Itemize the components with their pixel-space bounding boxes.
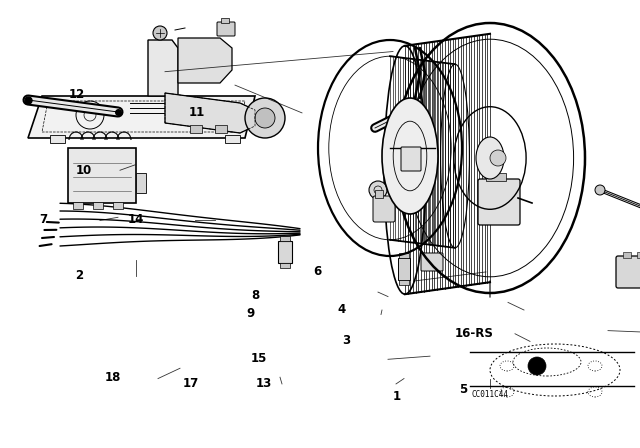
FancyBboxPatch shape — [421, 253, 443, 271]
Text: 2: 2 — [76, 269, 84, 282]
FancyBboxPatch shape — [68, 148, 136, 203]
Text: 16-RS: 16-RS — [454, 327, 493, 340]
Polygon shape — [178, 38, 232, 83]
Polygon shape — [165, 93, 255, 133]
Bar — [399, 280, 409, 285]
Bar — [637, 252, 640, 258]
Bar — [398, 258, 410, 280]
Bar — [215, 125, 227, 133]
Text: 14: 14 — [128, 213, 145, 226]
Circle shape — [369, 181, 387, 199]
Text: 9: 9 — [246, 307, 255, 320]
Text: 18: 18 — [104, 371, 121, 384]
Text: 1: 1 — [393, 390, 401, 403]
Bar — [73, 202, 83, 209]
Circle shape — [255, 108, 275, 128]
Text: 6: 6 — [314, 264, 322, 278]
Polygon shape — [148, 40, 178, 96]
Text: 5: 5 — [460, 383, 468, 396]
Polygon shape — [28, 96, 255, 138]
Bar — [50, 135, 65, 143]
Text: 3: 3 — [342, 334, 351, 347]
Ellipse shape — [382, 98, 438, 214]
Text: 7: 7 — [40, 213, 48, 226]
Bar — [280, 263, 290, 268]
Text: 8: 8 — [251, 289, 259, 302]
Text: 17: 17 — [183, 376, 199, 390]
Text: 4: 4 — [338, 302, 346, 316]
Bar — [190, 125, 202, 133]
Ellipse shape — [476, 137, 504, 179]
FancyBboxPatch shape — [373, 196, 395, 222]
Bar — [375, 190, 383, 198]
FancyBboxPatch shape — [478, 179, 520, 225]
Text: 11: 11 — [189, 106, 205, 120]
Bar — [93, 202, 103, 209]
Bar — [221, 18, 229, 23]
Text: 12: 12 — [69, 87, 85, 101]
Circle shape — [528, 357, 546, 375]
FancyBboxPatch shape — [217, 22, 235, 36]
Text: 15: 15 — [251, 352, 268, 365]
FancyBboxPatch shape — [616, 256, 640, 288]
Bar — [278, 241, 292, 263]
Circle shape — [245, 98, 285, 138]
Bar — [280, 236, 290, 241]
Text: 10: 10 — [76, 164, 92, 177]
Text: 13: 13 — [256, 376, 272, 390]
Bar — [399, 253, 409, 258]
Bar — [486, 173, 506, 181]
Circle shape — [490, 150, 506, 166]
Bar — [623, 252, 631, 258]
Bar — [225, 135, 240, 143]
Circle shape — [595, 185, 605, 195]
Text: CC011C44: CC011C44 — [472, 390, 509, 399]
Bar — [136, 173, 146, 193]
FancyBboxPatch shape — [401, 147, 421, 171]
Circle shape — [405, 151, 415, 161]
Circle shape — [153, 26, 167, 40]
Bar — [113, 202, 123, 209]
